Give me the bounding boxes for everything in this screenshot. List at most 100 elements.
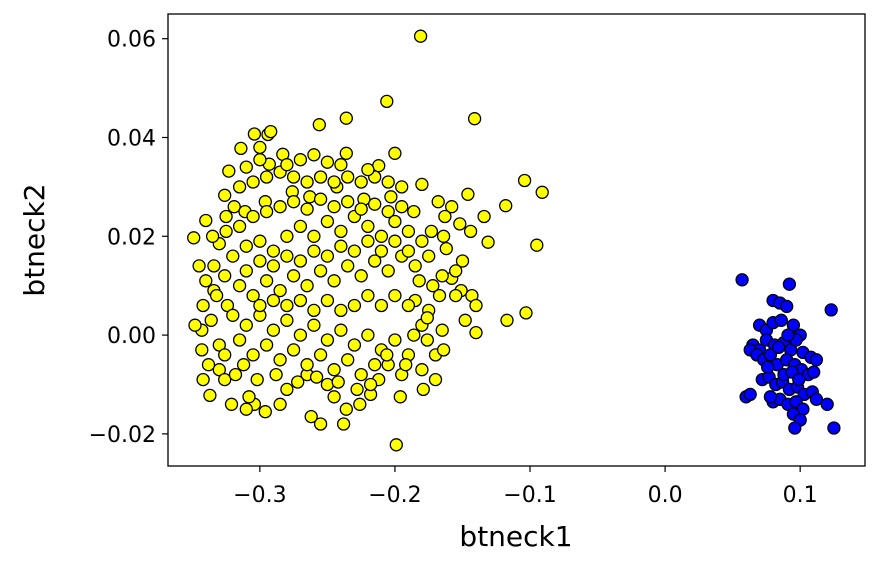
data-point (395, 180, 409, 194)
data-point (196, 372, 210, 387)
data-point (204, 313, 218, 327)
data-point (334, 224, 348, 239)
data-point (436, 343, 451, 357)
data-point (293, 328, 308, 342)
data-point (535, 185, 549, 199)
data-point (354, 367, 368, 382)
data-point (303, 190, 317, 204)
data-point (363, 377, 378, 392)
data-point (431, 195, 445, 209)
data-point (341, 170, 355, 184)
data-point (445, 200, 459, 214)
data-point (280, 298, 294, 313)
data-point (374, 298, 389, 313)
data-point (432, 288, 447, 303)
data-point (361, 219, 375, 234)
data-point (469, 298, 483, 313)
data-point (247, 127, 262, 141)
data-point (212, 363, 226, 377)
data-point (239, 402, 253, 416)
data-point (407, 328, 421, 342)
data-point (499, 199, 513, 213)
data-point (266, 244, 281, 258)
data-point (246, 288, 260, 303)
data-point (780, 299, 794, 314)
data-point (461, 187, 475, 201)
data-point (763, 348, 778, 362)
data-point (380, 94, 394, 109)
data-point (313, 417, 328, 431)
data-point (242, 390, 256, 404)
data-point (368, 254, 382, 268)
data-point (218, 188, 232, 202)
data-point (192, 259, 206, 273)
data-point (250, 372, 264, 387)
data-point (381, 175, 395, 189)
data-point (228, 367, 243, 382)
data-point (327, 390, 341, 404)
data-point (407, 204, 421, 219)
data-point (341, 259, 355, 273)
data-point (313, 348, 328, 362)
data-point (735, 273, 749, 287)
data-point (827, 421, 841, 435)
data-point (286, 195, 301, 209)
data-point (307, 303, 321, 318)
data-point (449, 264, 463, 278)
data-point (226, 308, 240, 322)
data-point (199, 274, 213, 288)
data-point (477, 209, 491, 224)
data-point (530, 238, 544, 252)
data-point (413, 29, 428, 43)
data-point (313, 264, 328, 278)
data-point (273, 397, 287, 411)
data-point (320, 214, 335, 229)
data-point (259, 338, 274, 352)
data-point (361, 162, 375, 177)
y-axis-label: btneck2 (18, 183, 51, 296)
x-axis-ticks: −0.3 −0.2 −0.1 0.0 0.1 (233, 466, 818, 508)
data-point (259, 204, 274, 219)
data-point (320, 293, 335, 308)
data-point (205, 229, 220, 243)
data-point (401, 298, 416, 313)
data-point (264, 124, 278, 139)
x-tick-label: −0.3 (233, 483, 286, 508)
data-point (227, 200, 241, 214)
data-point (239, 318, 253, 332)
data-point (300, 358, 314, 372)
data-point (350, 382, 364, 397)
data-point (420, 333, 434, 347)
data-point (218, 269, 232, 283)
data-point (293, 293, 308, 308)
data-point (300, 175, 314, 189)
data-point (286, 343, 301, 357)
data-point (807, 365, 821, 379)
data-point (743, 387, 757, 402)
data-point (320, 249, 335, 263)
y-tick-label: −0.02 (89, 423, 156, 448)
data-point (307, 244, 321, 258)
data-point (334, 303, 348, 318)
data-point (307, 148, 321, 162)
data-point (415, 234, 429, 248)
data-point (280, 249, 294, 263)
data-point (253, 254, 267, 268)
data-point (449, 288, 463, 303)
data-point (361, 234, 375, 248)
data-point (380, 348, 394, 362)
data-point (293, 153, 308, 167)
data-point (259, 274, 274, 288)
data-point (218, 372, 232, 387)
data-point (334, 239, 348, 253)
data-point (435, 269, 449, 283)
data-point (280, 158, 294, 172)
data-point (438, 209, 452, 224)
data-point (269, 367, 283, 382)
data-point (327, 175, 341, 189)
data-point (339, 146, 353, 160)
data-point (388, 333, 402, 347)
data-point (388, 214, 402, 229)
data-point (199, 213, 213, 228)
